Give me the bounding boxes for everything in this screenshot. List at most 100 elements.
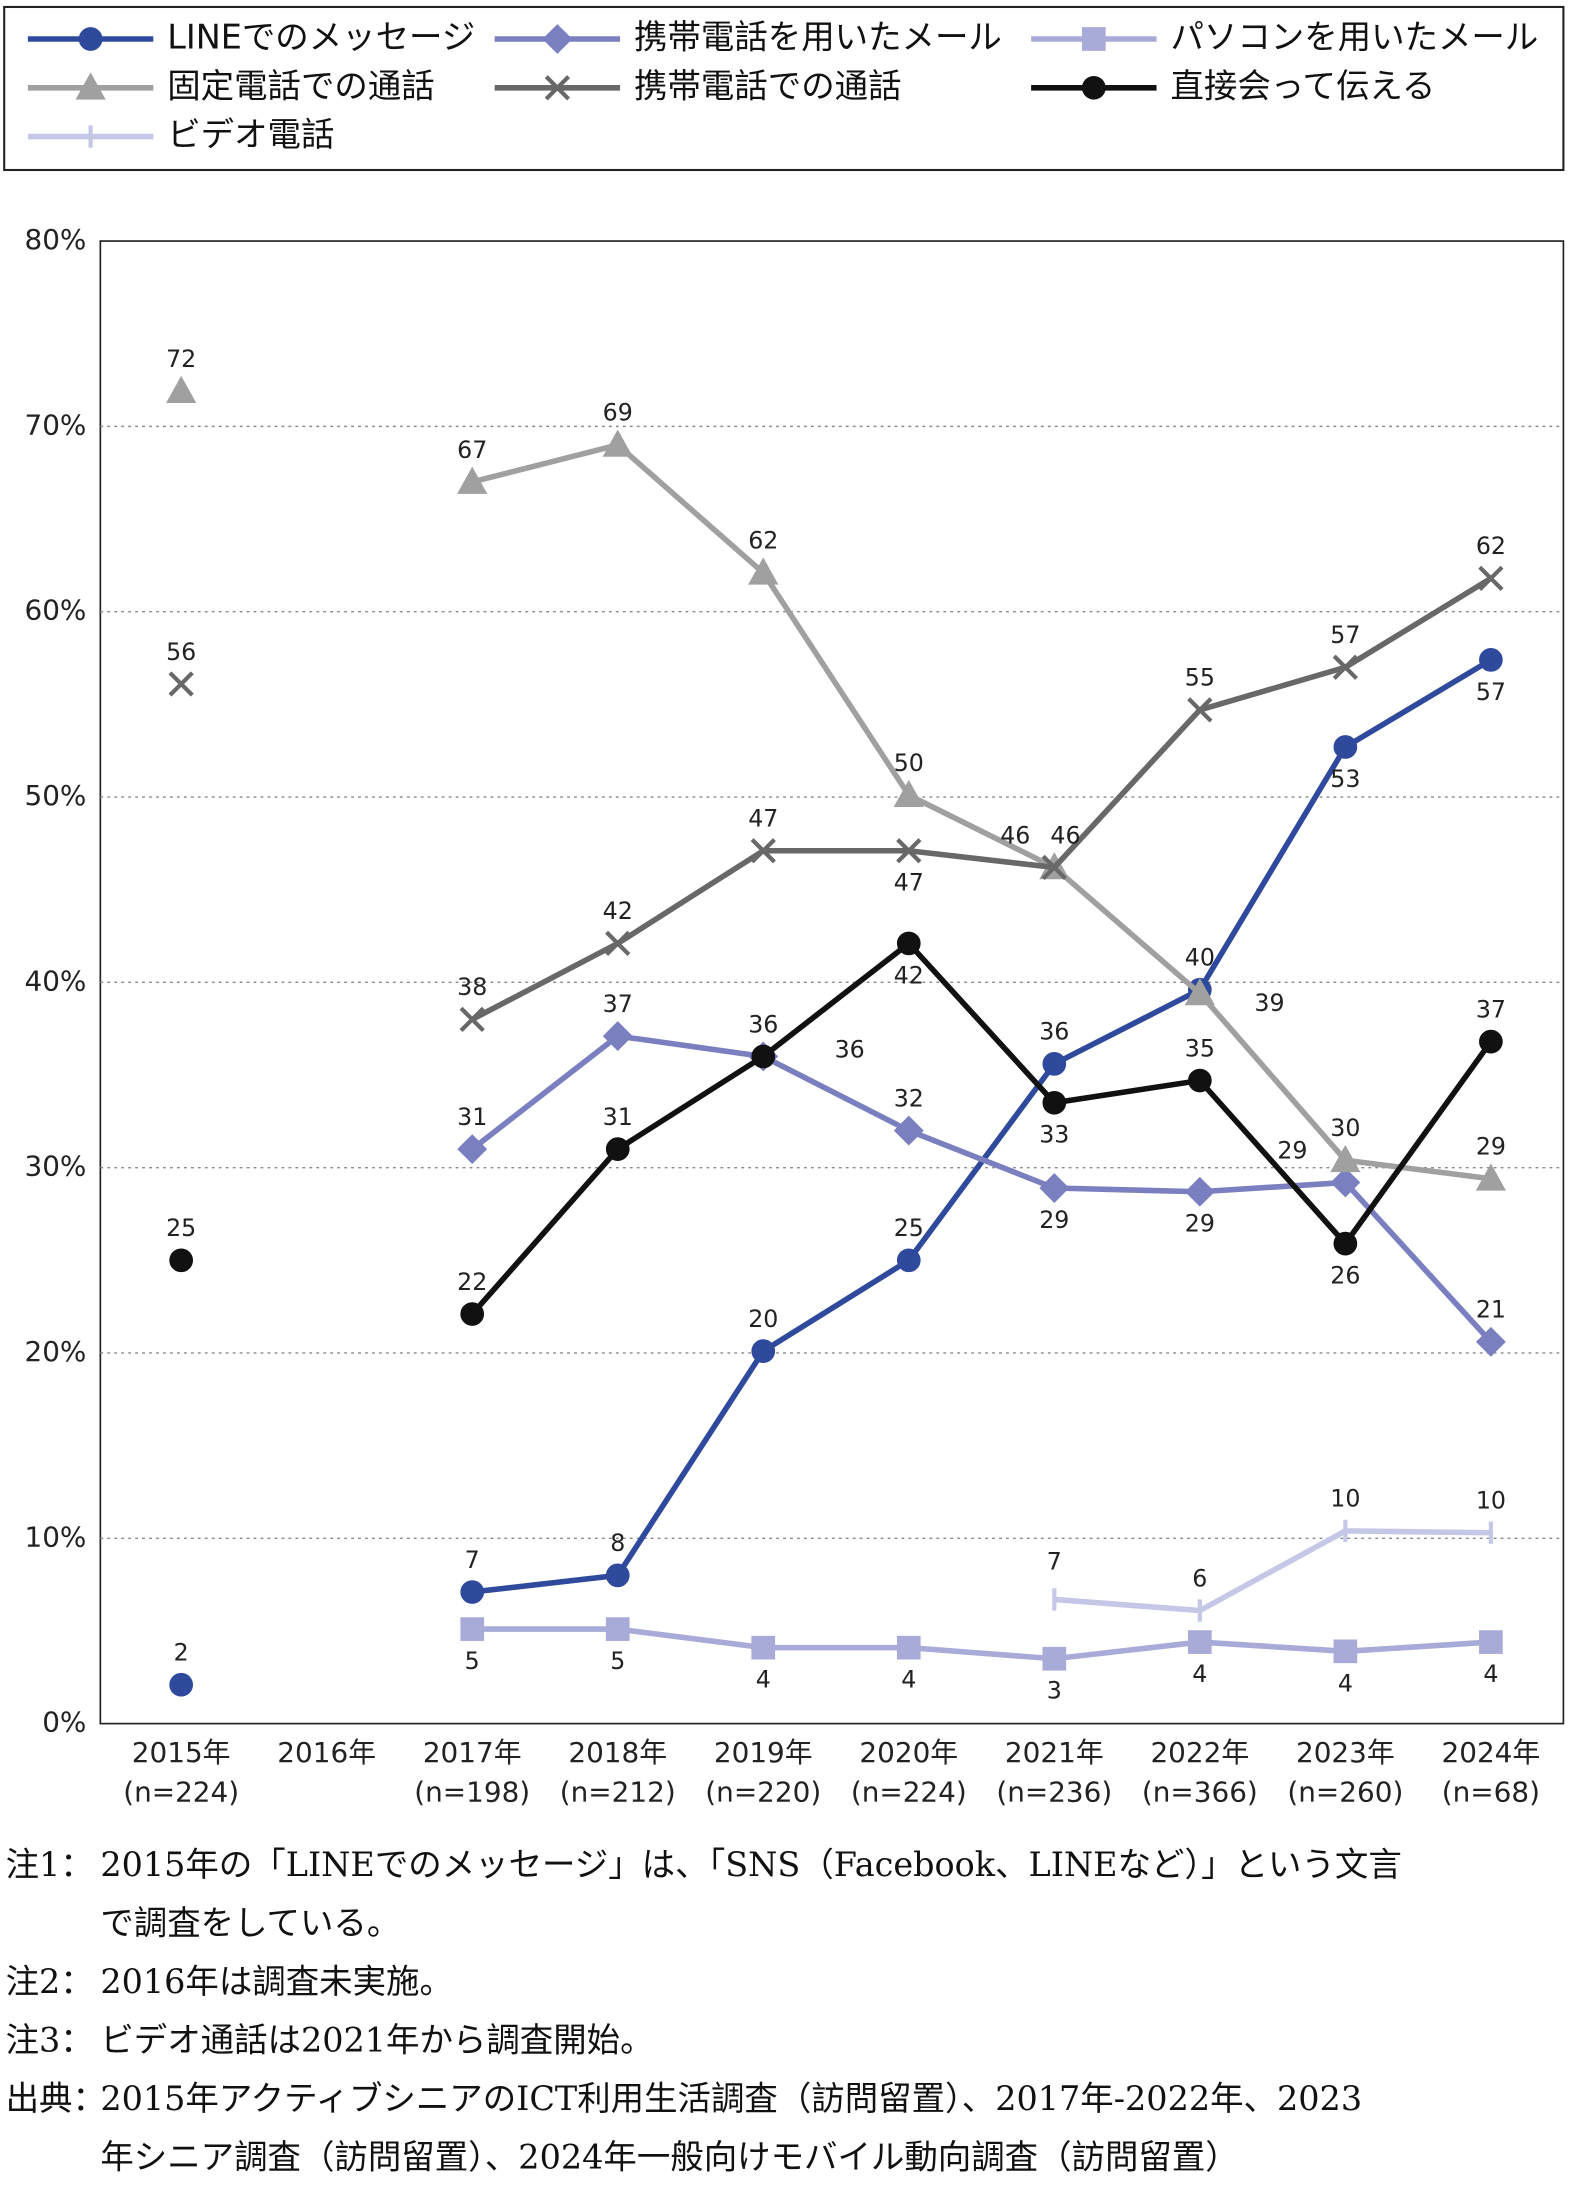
legend-label: 固定電話での通話: [167, 66, 434, 105]
data-label: 8: [610, 1529, 625, 1557]
data-label: 10: [1330, 1485, 1360, 1513]
x-tick-sublabel: (n=236): [996, 1775, 1112, 1808]
data-label: 57: [1476, 678, 1506, 706]
marker: [751, 1635, 776, 1660]
marker: [1333, 1639, 1358, 1664]
data-label: 30: [1330, 1114, 1360, 1142]
legend-label: ビデオ電話: [167, 115, 334, 154]
x-tick-sublabel: (n=366): [1142, 1775, 1258, 1808]
legend-marker: [1081, 27, 1106, 51]
data-label: 5: [465, 1647, 480, 1675]
x-tick-label: 2023年: [1296, 1736, 1395, 1769]
y-tick-label: 30%: [24, 1150, 86, 1183]
y-tick-label: 70%: [24, 408, 86, 441]
data-label: 69: [603, 399, 633, 427]
data-label: 67: [457, 436, 487, 464]
note-label: 注2：: [6, 1962, 94, 2001]
x-tick-label: 2020年: [859, 1736, 958, 1769]
data-label: 72: [166, 345, 196, 373]
data-label: 55: [1185, 664, 1215, 692]
legend-label: 携帯電話を用いたメール: [634, 18, 1002, 57]
note-label: 出典：: [6, 2079, 106, 2118]
x-tick-label: 2017年: [423, 1736, 522, 1769]
marker: [1187, 697, 1213, 723]
data-label: 53: [1330, 765, 1360, 793]
data-label: 29: [1277, 1136, 1307, 1164]
series-line: [1054, 1528, 1491, 1614]
marker: [605, 1137, 630, 1161]
marker: [1475, 1163, 1507, 1191]
note-text: 年シニア調査（訪問留置）、2024年一般向けモバイル動向調査（訪問留置）: [100, 2138, 1238, 2177]
marker: [460, 1580, 485, 1604]
data-label: 37: [1476, 995, 1506, 1023]
y-tick-label: 80%: [24, 223, 86, 256]
marker: [605, 930, 631, 957]
legend-marker: [1081, 75, 1106, 100]
data-label: 22: [457, 1268, 487, 1296]
marker: [166, 375, 197, 404]
x-tick-label: 2018年: [568, 1736, 667, 1769]
data-label: 4: [1192, 1660, 1207, 1688]
legend-label: 直接会って伝える: [1170, 66, 1435, 105]
marker: [1184, 1176, 1215, 1207]
marker: [1330, 1144, 1361, 1173]
data-label: 7: [465, 1546, 480, 1574]
marker: [1475, 1326, 1506, 1357]
marker: [1042, 1052, 1067, 1076]
marker: [605, 1563, 630, 1588]
note-text: 2015年アクティブシニアのICT利用生活調査（訪問留置）、2017年-2022…: [100, 2079, 1362, 2118]
x-tick-sublabel: (n=224): [851, 1775, 967, 1808]
legend-marker: [75, 72, 106, 100]
legend-label: パソコンを用いたメール: [1170, 18, 1538, 57]
marker: [602, 1021, 633, 1051]
legend-marker: [542, 24, 573, 54]
marker: [893, 779, 924, 808]
y-tick-label: 0%: [42, 1706, 86, 1739]
note-text: 2016年は調査未実施。: [100, 1962, 453, 2001]
series-line: [470, 939, 1494, 1316]
series-line: [470, 575, 1493, 1022]
y-tick-label: 50%: [24, 779, 86, 812]
data-label: 47: [748, 805, 778, 833]
data-label: 36: [835, 1035, 865, 1063]
data-label: 4: [901, 1666, 916, 1694]
marker: [1039, 1173, 1070, 1203]
data-label: 3: [1047, 1677, 1062, 1705]
series-line: [471, 441, 1492, 1182]
data-label: 10: [1476, 1487, 1506, 1515]
marker: [457, 1134, 488, 1165]
marker: [748, 557, 779, 585]
data-label: 57: [1330, 621, 1360, 649]
y-tick-label: 40%: [24, 964, 86, 997]
data-label: 25: [166, 1214, 196, 1242]
marker: [1479, 648, 1503, 672]
data-label: 42: [603, 897, 633, 925]
marker: [1333, 1231, 1358, 1256]
marker: [750, 838, 776, 864]
x-tick-sublabel: (n=220): [705, 1775, 821, 1808]
x-tick-sublabel: (n=198): [414, 1775, 530, 1808]
marker: [893, 1115, 924, 1146]
data-label: 2: [174, 1639, 189, 1667]
data-label: 32: [894, 1084, 924, 1112]
data-label: 40: [1185, 944, 1215, 972]
x-tick-label: 2022年: [1150, 1736, 1249, 1769]
marker: [896, 1635, 921, 1660]
marker: [896, 1248, 921, 1273]
y-tick-label: 20%: [24, 1335, 86, 1368]
y-tick-label: 10%: [24, 1520, 86, 1553]
data-label: 46: [1050, 821, 1080, 849]
data-label: 56: [166, 638, 196, 666]
marker: [169, 1672, 194, 1697]
marker: [896, 838, 922, 864]
marker: [1041, 854, 1067, 881]
marker: [168, 671, 194, 697]
data-label: 46: [1000, 821, 1030, 849]
marker: [751, 1044, 776, 1069]
data-label: 7: [1047, 1548, 1062, 1576]
data-label: 36: [748, 1010, 778, 1038]
marker: [1478, 565, 1504, 591]
data-label: 29: [1185, 1210, 1215, 1238]
legend-box: [3, 5, 1565, 172]
